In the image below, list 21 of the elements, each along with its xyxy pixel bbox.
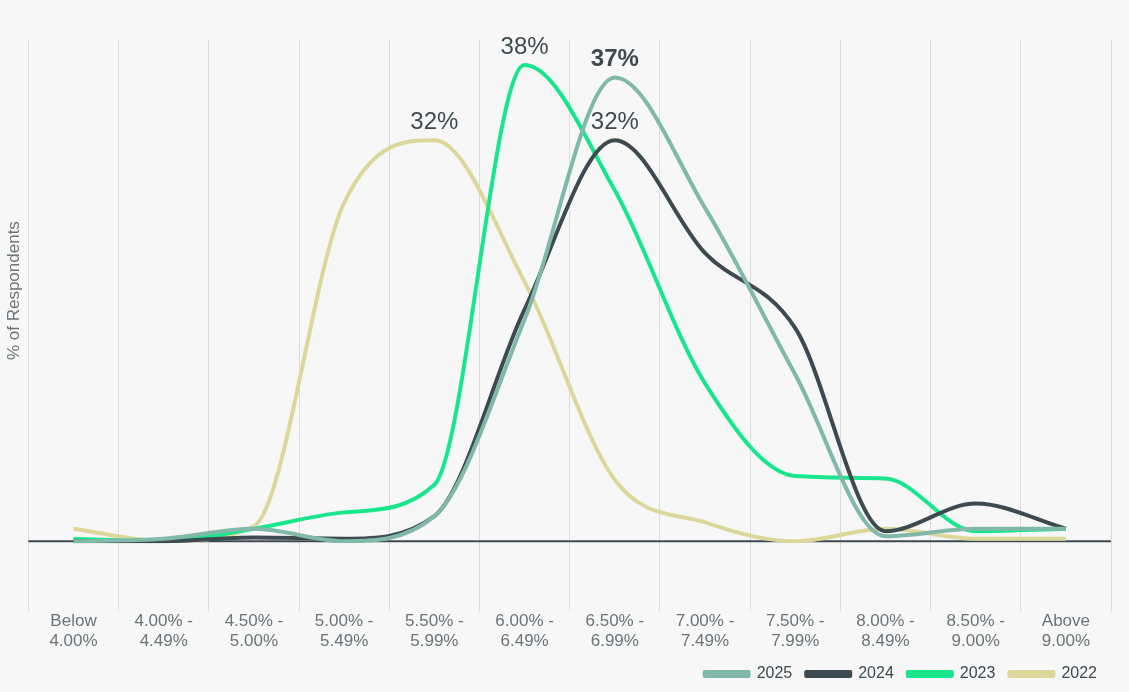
data-label: 38%	[500, 31, 549, 59]
data-label: 37%	[590, 44, 639, 72]
y-axis-title: % of Respondents	[3, 221, 23, 361]
legend-label: 2023	[959, 664, 996, 682]
x-tick-label: 7.50% - 7.99%	[765, 611, 825, 651]
legend-label: 2025	[756, 664, 793, 682]
x-tick-label: 5.00% - 5.49%	[314, 611, 374, 651]
x-tick-label: 4.50% - 5.00%	[224, 611, 284, 651]
x-tick-label: 7.00% - 7.49%	[675, 611, 735, 651]
data-label: 32%	[590, 106, 639, 134]
legend-label: 2022	[1061, 664, 1098, 682]
legend-label: 2024	[858, 664, 894, 682]
x-tick-label: 8.50% - 9.00%	[946, 611, 1005, 651]
x-tick-label: 6.00% - 6.49%	[495, 611, 554, 651]
x-tick-label: 8.00% - 8.49%	[856, 611, 915, 651]
x-tick-label: Above 9.00%	[1041, 611, 1090, 651]
x-tick-label: Below 4.00%	[49, 611, 98, 651]
x-tick-label: 5.50% - 5.99%	[405, 611, 464, 651]
x-tick-label: 4.00% - 4.49%	[134, 611, 194, 651]
data-label: 32%	[410, 106, 459, 134]
x-tick-label: 6.50% - 6.99%	[585, 611, 645, 651]
